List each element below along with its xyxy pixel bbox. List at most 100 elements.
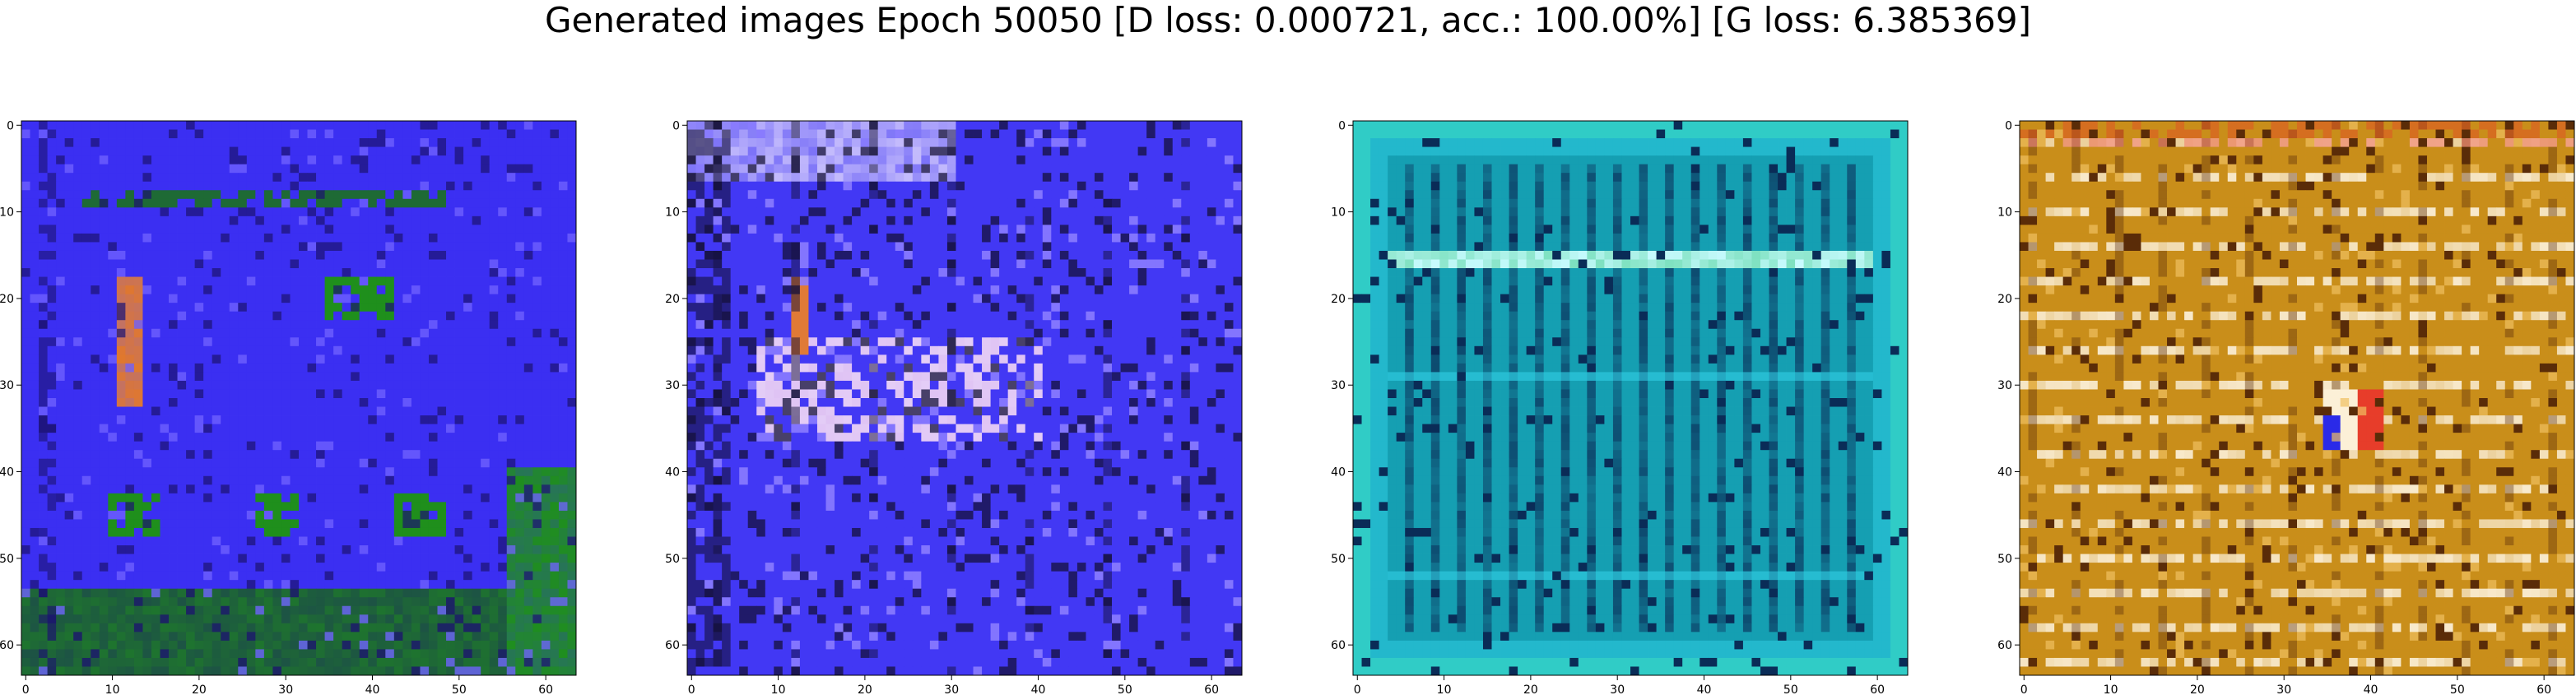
- pixel: [99, 614, 109, 624]
- pixel: [428, 493, 438, 503]
- pixel: [342, 614, 351, 624]
- pixel: [212, 666, 221, 676]
- pixel: [81, 571, 91, 581]
- pixel: [125, 588, 135, 598]
- pixel: [799, 173, 809, 183]
- pixel: [351, 294, 360, 303]
- pixel: [333, 441, 343, 451]
- pixel: [420, 233, 430, 243]
- pixel: [550, 563, 560, 572]
- pixel: [81, 320, 91, 330]
- pixel: [411, 354, 421, 364]
- pixel: [402, 129, 412, 139]
- pixel: [385, 155, 395, 165]
- pixel: [472, 415, 481, 424]
- pixel: [21, 155, 30, 165]
- pixel: [56, 475, 66, 485]
- pixel: [791, 146, 801, 156]
- pixel: [307, 571, 317, 581]
- pixel: [290, 588, 300, 598]
- pixel: [324, 285, 334, 295]
- pixel: [437, 354, 447, 364]
- pixel: [246, 657, 256, 667]
- pixel: [272, 666, 282, 676]
- pixel: [263, 164, 273, 174]
- pixel: [532, 666, 542, 676]
- pixel: [852, 138, 862, 147]
- pixel: [541, 614, 551, 624]
- pixel: [186, 458, 196, 468]
- pixel: [169, 164, 178, 174]
- pixel: [56, 320, 66, 330]
- pixel: [91, 138, 100, 147]
- pixel: [186, 649, 196, 659]
- pixel: [420, 580, 430, 590]
- pixel: [567, 519, 577, 529]
- pixel: [324, 380, 334, 390]
- pixel: [532, 536, 542, 546]
- pixel: [956, 146, 965, 156]
- pixel: [316, 657, 325, 667]
- pixel: [912, 225, 922, 234]
- pixel: [722, 215, 732, 225]
- pixel: [21, 502, 30, 512]
- pixel: [108, 190, 118, 200]
- pixel: [515, 207, 525, 217]
- pixel: [229, 198, 239, 208]
- pixel: [921, 233, 931, 243]
- pixel: [47, 121, 57, 130]
- pixel: [203, 510, 213, 520]
- pixel: [221, 563, 230, 572]
- pixel: [532, 484, 542, 494]
- pixel: [47, 225, 57, 234]
- pixel: [1137, 138, 1147, 147]
- pixel: [133, 424, 143, 433]
- pixel: [393, 597, 403, 607]
- pixel: [1164, 215, 1174, 225]
- pixel: [481, 129, 491, 139]
- pixel: [30, 563, 40, 572]
- pixel: [921, 198, 931, 208]
- pixel: [799, 138, 809, 147]
- pixel: [506, 345, 516, 355]
- pixel: [1007, 129, 1017, 139]
- pixel: [316, 389, 325, 399]
- pixel: [481, 328, 491, 338]
- pixel: [402, 406, 412, 416]
- pixel: [169, 554, 178, 563]
- pixel: [454, 268, 464, 277]
- pixel: [454, 129, 464, 139]
- pixel: [324, 545, 334, 554]
- pixel: [142, 146, 152, 156]
- pixel: [782, 190, 792, 200]
- pixel: [212, 657, 221, 667]
- pixel: [904, 121, 914, 130]
- pixel: [799, 225, 809, 234]
- pixel: [229, 450, 239, 460]
- pixel: [765, 129, 774, 139]
- pixel: [177, 215, 187, 225]
- pixel: [47, 623, 57, 632]
- pixel: [567, 554, 577, 563]
- pixel: [541, 164, 551, 174]
- pixel: [47, 605, 57, 615]
- pixel: [515, 441, 525, 451]
- pixel: [368, 328, 378, 338]
- pixel: [532, 337, 542, 347]
- pixel: [229, 389, 239, 399]
- pixel: [791, 215, 801, 225]
- pixel: [342, 433, 351, 442]
- pixel: [411, 250, 421, 260]
- pixel: [756, 198, 766, 208]
- pixel: [695, 198, 705, 208]
- pixel: [116, 233, 126, 243]
- pixel: [39, 493, 48, 503]
- pixel: [498, 450, 508, 460]
- pixel: [1059, 181, 1069, 191]
- pixel: [393, 233, 403, 243]
- pixel: [912, 146, 922, 156]
- pixel: [64, 484, 74, 494]
- pixel: [290, 433, 300, 442]
- pixel: [169, 215, 178, 225]
- pixel: [825, 215, 835, 225]
